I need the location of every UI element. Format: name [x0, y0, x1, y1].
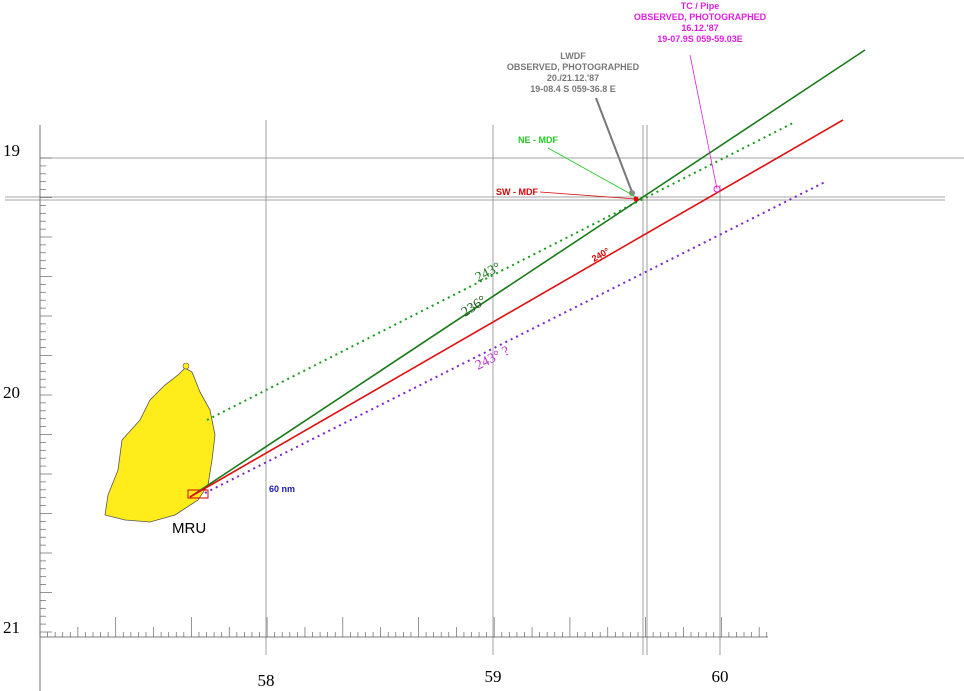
bearing-240 [189, 119, 844, 498]
longitude-label: 59 [485, 667, 502, 686]
bearing-243-label: 243° [473, 260, 504, 285]
callout-tc [689, 54, 718, 190]
scale-ticks [39, 157, 768, 637]
station-box [187, 489, 209, 499]
note-line: LWDF [560, 51, 586, 61]
latitude-label: 20 [3, 383, 20, 402]
callout-ne [547, 147, 637, 198]
sw-position [633, 196, 639, 202]
note-line: 16.12.'87 [681, 23, 718, 33]
bearing-240-label: 240° [590, 246, 611, 264]
note-line: 20./21.12.'87 [547, 73, 599, 83]
bearing-236-label: 236° [459, 293, 489, 320]
grid [5, 120, 964, 691]
island-mauritius [104, 367, 216, 523]
note-line: OBSERVED, PHOTOGRAPHED [507, 62, 640, 72]
note-line: 19-08.4 S 059-36.8 E [530, 84, 616, 94]
lwdf-position [629, 190, 635, 196]
tc-position [713, 185, 721, 193]
callout-lwdf [595, 97, 633, 193]
longitude-labels: 58 59 60 [258, 667, 729, 690]
latitude-label: 21 [3, 618, 20, 637]
bearing-236 [189, 49, 866, 498]
distance-label: 60 nm [269, 484, 295, 494]
latitude-labels: 19 20 21 [3, 141, 20, 637]
note-line: TC / Pipe [681, 1, 720, 11]
latitude-label: 19 [3, 141, 20, 160]
sw-mdf-label: SW - MDF [496, 187, 538, 197]
bearing-243-query [204, 181, 826, 494]
note-line: 19-07.9S 059-59.03E [657, 34, 743, 44]
bearing-243-query-label: 243° ? [473, 344, 512, 374]
longitude-label: 58 [258, 671, 275, 690]
callout-sw [539, 191, 637, 200]
ne-mdf-label: NE - MDF [518, 135, 558, 145]
note-line: OBSERVED, PHOTOGRAPHED [634, 12, 767, 22]
bearing-243 [206, 121, 796, 421]
tc-note: TC / Pipe OBSERVED, PHOTOGRAPHED 16.12.'… [634, 1, 767, 44]
islet [182, 362, 190, 370]
location-label: MRU [172, 520, 206, 537]
longitude-label: 60 [712, 667, 729, 686]
lwdf-note: LWDF OBSERVED, PHOTOGRAPHED 20./21.12.'8… [507, 51, 640, 94]
